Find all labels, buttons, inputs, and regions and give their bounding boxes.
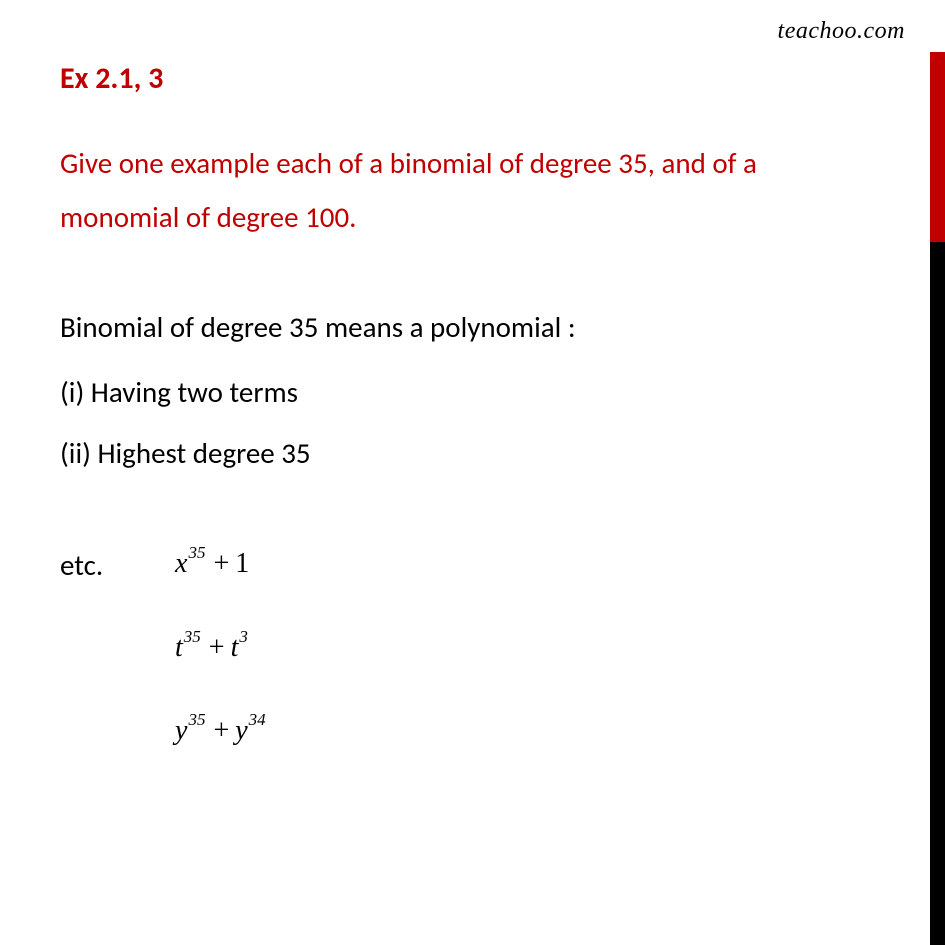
const-1: 1	[235, 548, 249, 579]
example-row-3: y35+y34	[60, 704, 875, 759]
var-y: y	[235, 715, 247, 746]
exp-35: 35	[188, 710, 205, 729]
answer-body: Binomial of degree 35 means a polynomial…	[60, 299, 875, 758]
etc-label: etc.	[60, 537, 175, 594]
side-accent-red	[930, 52, 945, 242]
content-area: Ex 2.1, 3 Give one example each of a bin…	[0, 0, 945, 759]
watermark-text: teachoo.com	[778, 18, 905, 45]
examples-block: etc. x35+1 t35+t3 y35+y34	[60, 537, 875, 759]
plus-op: +	[213, 715, 229, 746]
exp-35: 35	[184, 627, 201, 646]
math-expr-2: t35+t3	[175, 621, 250, 676]
plus-op: +	[209, 632, 225, 663]
example-row-2: t35+t3	[60, 621, 875, 676]
exp-3: 3	[239, 627, 248, 646]
var-t: t	[231, 632, 239, 663]
example-row-1: etc. x35 +1	[60, 537, 875, 594]
var-y: y	[175, 715, 187, 746]
condition-1: (i) Having two terms	[60, 364, 875, 421]
var-t: t	[175, 632, 183, 663]
condition-2: (ii) Highest degree 35	[60, 425, 875, 482]
var-x: x	[175, 548, 187, 579]
question-text: Give one example each of a binomial of d…	[60, 137, 875, 244]
definition-line: Binomial of degree 35 means a polynomial…	[60, 299, 875, 356]
plus-op: +	[213, 548, 229, 579]
exp-34: 34	[249, 710, 266, 729]
math-expr-1: x35 +1	[175, 537, 249, 592]
exp-35: 35	[188, 543, 205, 562]
math-expr-3: y35+y34	[175, 704, 268, 759]
exercise-heading: Ex 2.1, 3	[60, 60, 875, 97]
side-accent-black	[930, 242, 945, 945]
